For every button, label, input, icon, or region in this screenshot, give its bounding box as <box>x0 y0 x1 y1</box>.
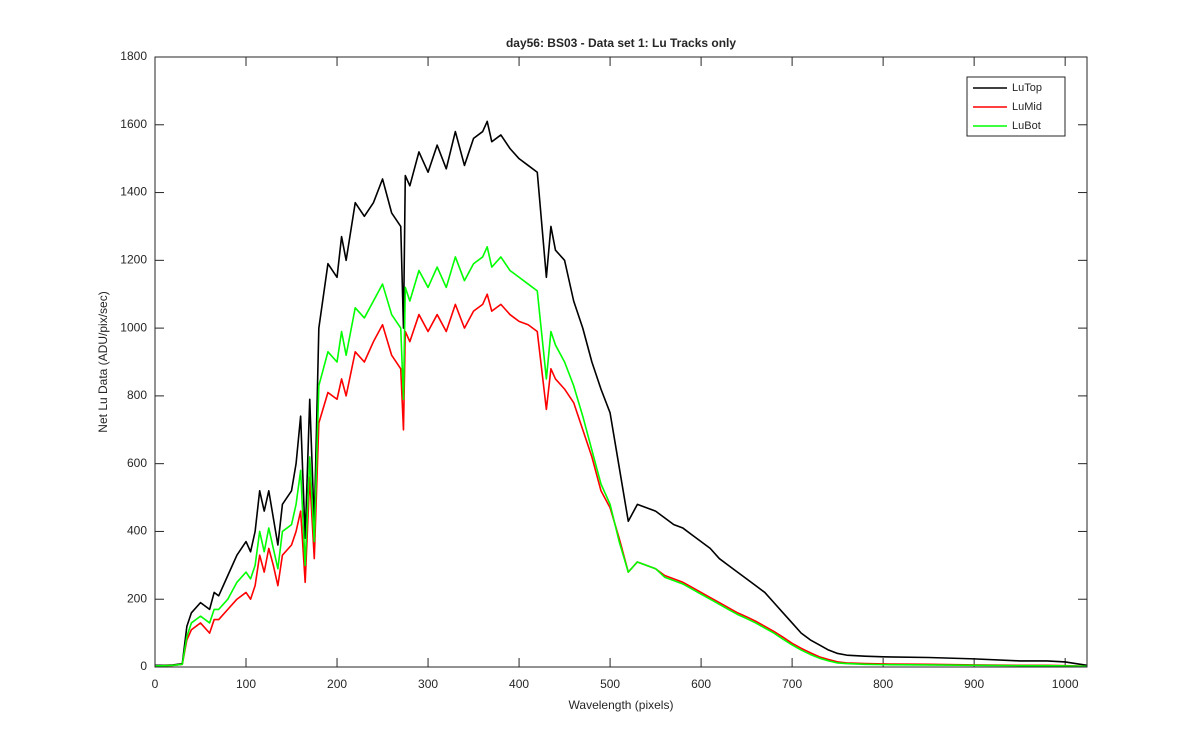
x-tick-label: 700 <box>782 677 802 691</box>
line-series <box>155 120 1087 667</box>
y-tick-label: 1600 <box>120 117 147 131</box>
legend-label: LuBot <box>1012 120 1041 132</box>
legend-label: LuTop <box>1012 82 1042 94</box>
x-tick-label: 0 <box>152 677 159 691</box>
x-tick-label: 100 <box>236 677 256 691</box>
x-tick-label: 900 <box>964 677 984 691</box>
x-tick-label: 1000 <box>1052 677 1079 691</box>
legend-label: LuMid <box>1012 101 1042 113</box>
x-tick-label: 500 <box>600 677 620 691</box>
y-tick-label: 0 <box>140 659 147 673</box>
x-axis-label: Wavelength (pixels) <box>569 698 674 712</box>
x-tick-label: 200 <box>327 677 347 691</box>
y-tick-label: 1200 <box>120 253 147 267</box>
y-tick-label: 600 <box>127 456 147 470</box>
x-tick-label: 800 <box>873 677 893 691</box>
plot-frame <box>154 56 1088 668</box>
x-tick-label: 600 <box>691 677 711 691</box>
y-tick-label: 1000 <box>120 320 147 334</box>
chart-title: day56: BS03 - Data set 1: Lu Tracks only <box>506 36 736 50</box>
y-tick-label: 1800 <box>120 49 147 63</box>
line-series <box>155 293 1087 667</box>
y-tick-label: 800 <box>127 388 147 402</box>
y-tick-label: 400 <box>127 524 147 538</box>
x-tick-label: 300 <box>418 677 438 691</box>
y-tick-label: 1400 <box>120 185 147 199</box>
y-tick-label: 200 <box>127 591 147 605</box>
line-series <box>155 245 1087 667</box>
y-axis-label: Net Lu Data (ADU/pix/sec) <box>96 291 110 432</box>
x-tick-label: 400 <box>509 677 529 691</box>
